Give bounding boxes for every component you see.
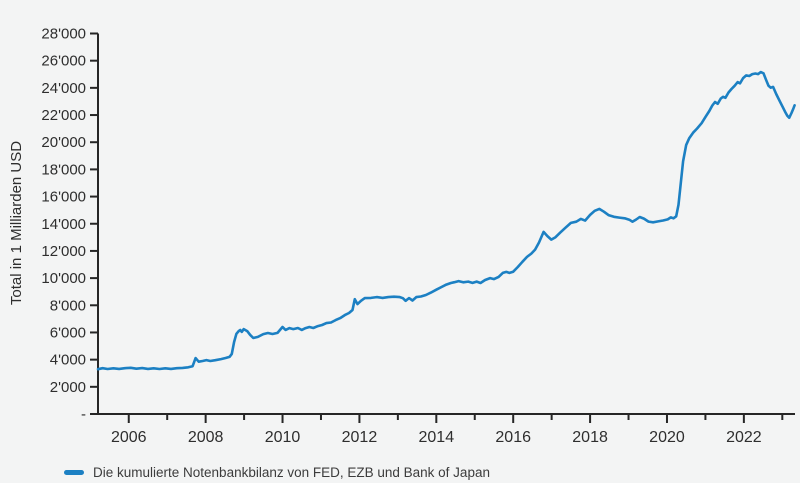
y-tick-label: 24'000 [41,80,86,97]
y-tick-label: 12'000 [41,243,86,260]
series-line-notenbankbilanz [96,70,796,371]
y-tick-label: 22'000 [41,107,86,124]
x-tick-label: 2018 [572,429,608,446]
x-tick-label: 2006 [111,429,147,446]
x-tick-label: 2016 [495,429,531,446]
y-tick-label: 28'000 [41,26,86,43]
y-tick-label: 4'000 [50,352,86,369]
x-tick-label: 2010 [265,429,301,446]
y-tick-label: 10'000 [41,270,86,287]
legend-label: Die kumulierte Notenbankbilanz von FED, … [93,465,490,480]
chart-legend: Die kumulierte Notenbankbilanz von FED, … [64,465,490,480]
x-tick-label: 2012 [342,429,378,446]
y-tick-label: 2'000 [50,379,86,396]
y-tick-label: 26'000 [41,53,86,70]
y-tick-label: 16'000 [41,189,86,206]
y-tick-label: 18'000 [41,161,86,178]
y-axis-title: Total in 1 Milliarden USD [8,140,25,306]
y-tick-label: 6'000 [50,324,86,341]
y-tick-label: 8'000 [50,297,86,314]
x-tick-label: 2022 [726,429,762,446]
legend-line-marker [64,470,84,475]
y-tick-label: 20'000 [41,134,86,151]
x-tick-label: 2020 [649,429,685,446]
x-tick-label: 2014 [419,429,455,446]
x-tick-label: 2008 [188,429,224,446]
y-tick-label: - [81,406,86,423]
y-tick-label: 14'000 [41,216,86,233]
